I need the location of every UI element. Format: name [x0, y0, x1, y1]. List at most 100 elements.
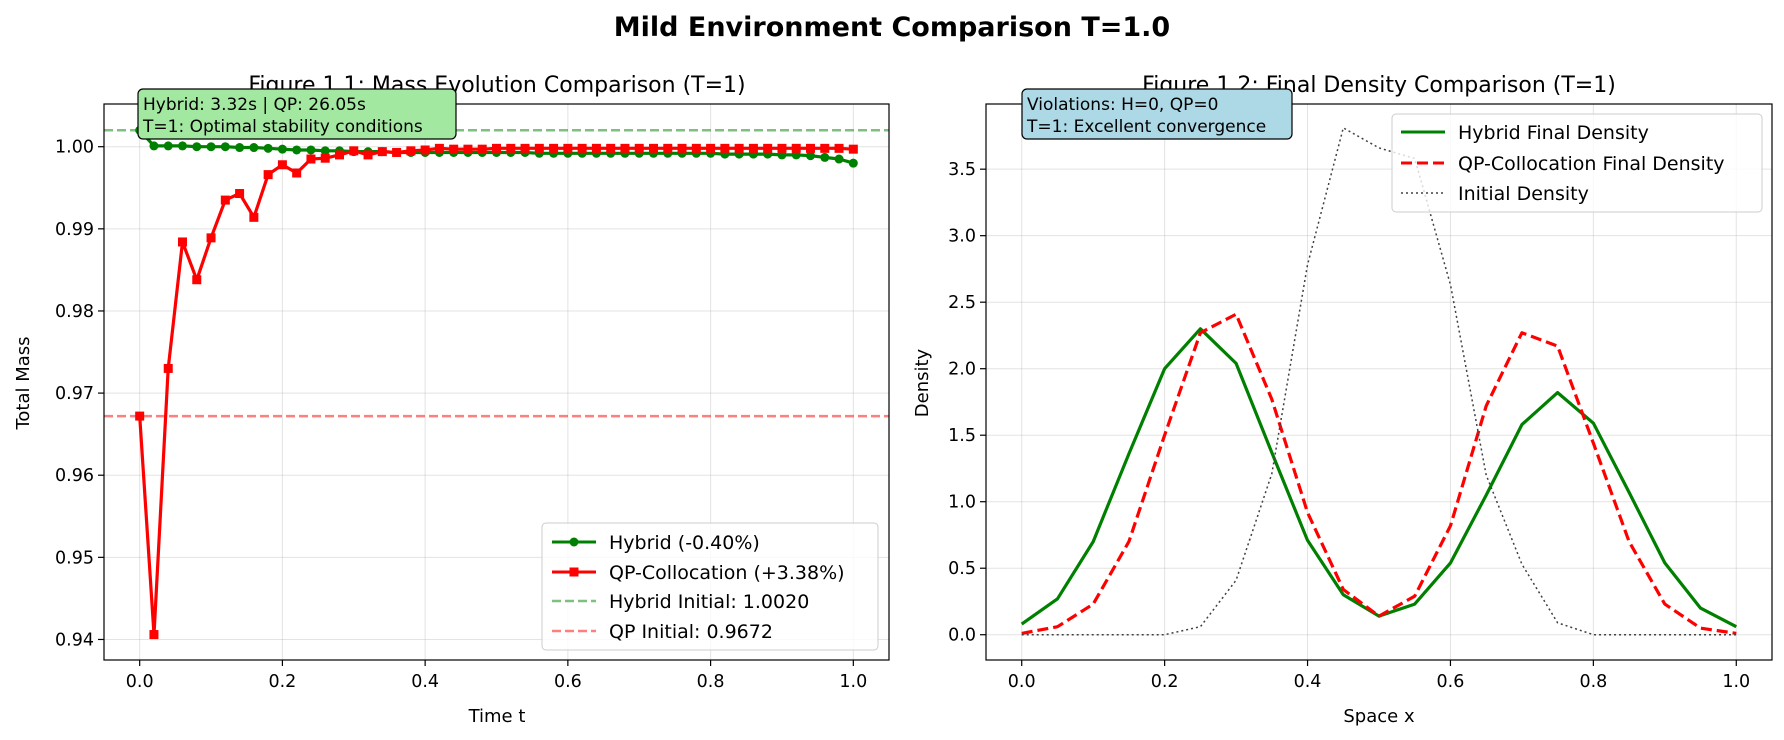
data-point-qp-collocation-3-38 — [763, 143, 773, 153]
data-point-qp-collocation-3-38 — [220, 195, 230, 205]
data-point-qp-collocation-3-38 — [691, 143, 701, 153]
x-tick-label: 0.8 — [1579, 672, 1607, 692]
y-tick-label: 0.99 — [55, 220, 94, 240]
x-tick-label: 0.4 — [411, 672, 439, 692]
y-tick-label: 1.0 — [948, 493, 976, 513]
y-tick-label: 3.0 — [948, 227, 976, 247]
y-tick-label: 0.94 — [55, 630, 94, 650]
data-point-qp-collocation-3-38 — [463, 144, 473, 154]
data-point-qp-collocation-3-38 — [534, 143, 544, 153]
density-chart-ylabel: Density — [912, 348, 933, 417]
y-tick-label: 3.5 — [948, 160, 976, 180]
data-point-hybrid-0-40 — [277, 144, 287, 154]
data-point-qp-collocation-3-38 — [377, 147, 387, 157]
data-point-hybrid-0-40 — [834, 154, 844, 164]
data-point-qp-collocation-3-38 — [848, 144, 858, 154]
data-point-hybrid-0-40 — [820, 152, 830, 162]
y-tick-label: 1.00 — [55, 138, 94, 158]
density-chart-annotation: Violations: H=0, QP=0 T=1: Excellent con… — [1021, 88, 1293, 140]
mass-chart-frame — [103, 103, 890, 661]
legend-hybrid: Hybrid (-0.40%) — [609, 532, 760, 554]
data-point-qp-collocation-3-38 — [363, 150, 373, 160]
mass-annotation-line-2: T=1: Optimal stability conditions — [142, 117, 423, 137]
y-tick-label: 0.96 — [55, 466, 94, 486]
data-point-qp-collocation-3-38 — [492, 143, 501, 153]
y-tick-label: 2.5 — [948, 293, 976, 313]
data-point-qp-collocation-3-38 — [734, 143, 744, 153]
legend-qp-initial: QP Initial: 0.9672 — [609, 621, 773, 643]
data-point-qp-collocation-3-38 — [335, 150, 344, 160]
data-point-qp-collocation-3-38 — [591, 143, 601, 153]
data-point-hybrid-0-40 — [220, 142, 230, 152]
x-tick-label: 1.0 — [839, 672, 867, 692]
data-point-qp-collocation-3-38 — [449, 144, 459, 154]
x-tick-label: 0.0 — [1008, 672, 1036, 692]
data-point-qp-collocation-3-38 — [277, 160, 287, 170]
series-line-qp-collocation-final-density — [1021, 312, 1737, 635]
data-point-hybrid-0-40 — [806, 151, 815, 161]
data-point-qp-collocation-3-38 — [506, 143, 516, 153]
data-point-qp-collocation-3-38 — [791, 143, 801, 153]
data-point-hybrid-0-40 — [306, 145, 316, 155]
figure-title: Mild Environment Comparison T=1.0 — [614, 12, 1170, 43]
x-tick-label: 0.8 — [697, 672, 725, 692]
data-point-hybrid-0-40 — [192, 142, 202, 152]
y-tick-label: 2.0 — [948, 360, 976, 380]
data-point-qp-collocation-3-38 — [706, 143, 716, 153]
x-tick-label: 0.0 — [126, 672, 154, 692]
y-tick-label: 1.5 — [948, 426, 976, 446]
y-tick-label: 0.95 — [55, 548, 94, 568]
x-tick-label: 0.2 — [1151, 672, 1179, 692]
data-point-qp-collocation-3-38 — [235, 189, 245, 199]
mass-evolution-chart: Figure 1.1: Mass Evolution Comparison (T… — [13, 73, 890, 727]
data-point-qp-collocation-3-38 — [163, 363, 173, 373]
data-point-qp-collocation-3-38 — [349, 146, 359, 156]
data-point-hybrid-0-40 — [320, 146, 330, 156]
data-point-qp-collocation-3-38 — [320, 153, 330, 163]
data-point-qp-collocation-3-38 — [634, 143, 644, 153]
data-point-qp-collocation-3-38 — [306, 154, 316, 164]
y-tick-label: 0.5 — [948, 559, 976, 579]
data-point-qp-collocation-3-38 — [720, 143, 730, 153]
x-tick-label: 0.2 — [268, 672, 296, 692]
data-point-hybrid-0-40 — [163, 141, 173, 151]
x-tick-label: 0.6 — [554, 672, 582, 692]
y-tick-label: 0.98 — [55, 302, 94, 322]
data-point-qp-collocation-3-38 — [149, 630, 159, 640]
x-tick-label: 0.6 — [1437, 672, 1465, 692]
final-density-chart: Figure 1.2: Final Density Comparison (T=… — [912, 73, 1773, 727]
mass-chart-xlabel: Time t — [468, 706, 526, 727]
series-line-hybrid-final-density — [1020, 327, 1738, 629]
data-point-qp-collocation-3-38 — [834, 143, 844, 153]
data-point-hybrid-0-40 — [848, 158, 858, 168]
density-chart-xlabel: Space x — [1343, 706, 1415, 727]
y-tick-label: 0.0 — [948, 626, 976, 646]
data-point-qp-collocation-3-38 — [406, 146, 416, 156]
mass-chart-ylabel: Total Mass — [13, 336, 34, 430]
data-point-qp-collocation-3-38 — [620, 143, 630, 153]
data-point-qp-collocation-3-38 — [806, 143, 815, 153]
density-chart-legend: Hybrid Final Density QP-Collocation Fina… — [1391, 113, 1763, 213]
data-point-qp-collocation-3-38 — [135, 411, 145, 421]
data-point-qp-collocation-3-38 — [748, 143, 758, 153]
data-point-hybrid-0-40 — [235, 143, 245, 153]
data-point-qp-collocation-3-38 — [420, 145, 430, 155]
data-point-qp-collocation-3-38 — [206, 233, 216, 243]
data-point-hybrid-0-40 — [292, 145, 302, 155]
mass-chart-legend: Hybrid (-0.40%) QP-Collocation (+3.38%) … — [541, 522, 879, 651]
data-point-qp-collocation-3-38 — [520, 143, 530, 153]
density-chart-frame — [985, 103, 1773, 661]
data-point-hybrid-0-40 — [178, 141, 187, 151]
data-point-qp-collocation-3-38 — [263, 170, 273, 180]
legend-initial-density: Initial Density — [1458, 183, 1589, 205]
data-point-qp-collocation-3-38 — [178, 237, 187, 247]
data-point-qp-collocation-3-38 — [777, 143, 787, 153]
data-point-hybrid-0-40 — [263, 143, 273, 153]
data-point-qp-collocation-3-38 — [434, 143, 444, 153]
density-annotation-line-2: T=1: Excellent convergence — [1026, 117, 1266, 137]
data-point-qp-collocation-3-38 — [606, 143, 616, 153]
data-point-hybrid-0-40 — [206, 142, 216, 152]
mass-annotation-line-1: Hybrid: 3.32s | QP: 26.05s — [143, 95, 366, 115]
data-point-qp-collocation-3-38 — [649, 143, 658, 153]
